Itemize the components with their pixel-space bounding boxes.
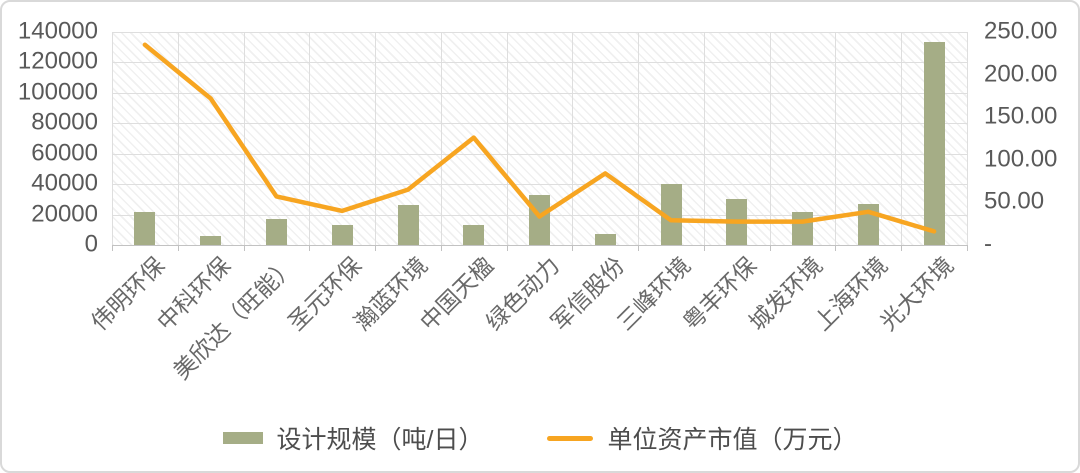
left-axis-tick-label: 140000 (17, 17, 98, 45)
x-axis-tick (243, 245, 245, 251)
x-axis-tick (967, 245, 968, 251)
left-axis-tick-label: 0 (84, 230, 98, 258)
gridline-vertical (638, 32, 640, 245)
x-axis-tick (769, 245, 771, 251)
bar (397, 205, 419, 245)
gridline-vertical (703, 32, 705, 245)
x-axis-tick (835, 245, 837, 251)
gridline-horizontal (112, 184, 967, 186)
bar-series-swatch (222, 432, 263, 444)
gridline-vertical (440, 32, 442, 245)
x-axis-tick (177, 245, 179, 251)
plot-area (112, 32, 968, 251)
x-axis-tick (440, 245, 442, 251)
line-series (142, 42, 937, 234)
line-series-label: 单位资产市值（万元） (607, 426, 858, 454)
right-axis-tick-label: 200.00 (984, 60, 1058, 88)
gridline-vertical (835, 32, 837, 245)
legend: 设计规模（吨/日） 单位资产市值（万元） (2, 420, 1078, 456)
gridline-vertical (572, 32, 574, 245)
x-axis-tick (572, 245, 574, 251)
right-axis-tick-label: 100.00 (984, 145, 1058, 173)
gridline-horizontal (112, 153, 967, 155)
bar (923, 42, 945, 245)
left-axis-tick-label: 100000 (17, 78, 98, 106)
bar (134, 211, 156, 245)
x-axis-line (112, 245, 967, 246)
left-axis-tick-label: 80000 (31, 108, 98, 136)
right-axis-tick-label: 150.00 (984, 102, 1058, 130)
gridline-vertical (769, 32, 771, 245)
gridline-vertical (375, 32, 377, 245)
gridline-vertical (967, 32, 968, 245)
line-series-swatch (547, 435, 594, 441)
gridline-horizontal (112, 92, 967, 94)
x-axis-tick (112, 245, 113, 251)
line-series-path (142, 42, 937, 234)
bar (200, 236, 222, 245)
legend-item-bar-series: 设计规模（吨/日） (222, 420, 484, 456)
legend-item-line-series: 单位资产市值（万元） (547, 420, 857, 456)
gridline-vertical (112, 32, 113, 245)
bar (594, 234, 616, 245)
x-axis-tick (309, 245, 311, 251)
x-axis-tick (506, 245, 508, 251)
x-axis-tick (375, 245, 377, 251)
bar (331, 224, 353, 245)
gridline-vertical (506, 32, 508, 245)
gridline-vertical (309, 32, 311, 245)
gridline-horizontal (112, 32, 967, 33)
right-axis-tick-label: - (984, 230, 992, 258)
right-axis-tick-label: 250.00 (984, 17, 1058, 45)
left-axis-tick-label: 60000 (31, 139, 98, 167)
bar-series-label: 设计规模（吨/日） (276, 426, 484, 454)
right-axis-tick-label: 50.00 (984, 187, 1045, 215)
gridline-vertical (901, 32, 903, 245)
gridline-horizontal (112, 123, 967, 125)
gridline-horizontal (112, 62, 967, 64)
left-axis-tick-label: 20000 (31, 200, 98, 228)
left-axis-tick-label: 120000 (17, 47, 98, 75)
gridline-vertical (177, 32, 179, 245)
x-axis-tick (638, 245, 640, 251)
bar (265, 218, 287, 245)
x-axis-tick (703, 245, 705, 251)
gridline-vertical (243, 32, 245, 245)
bar (463, 224, 485, 245)
x-axis-tick (901, 245, 903, 251)
left-axis-tick-label: 40000 (31, 169, 98, 197)
bar (660, 184, 682, 245)
